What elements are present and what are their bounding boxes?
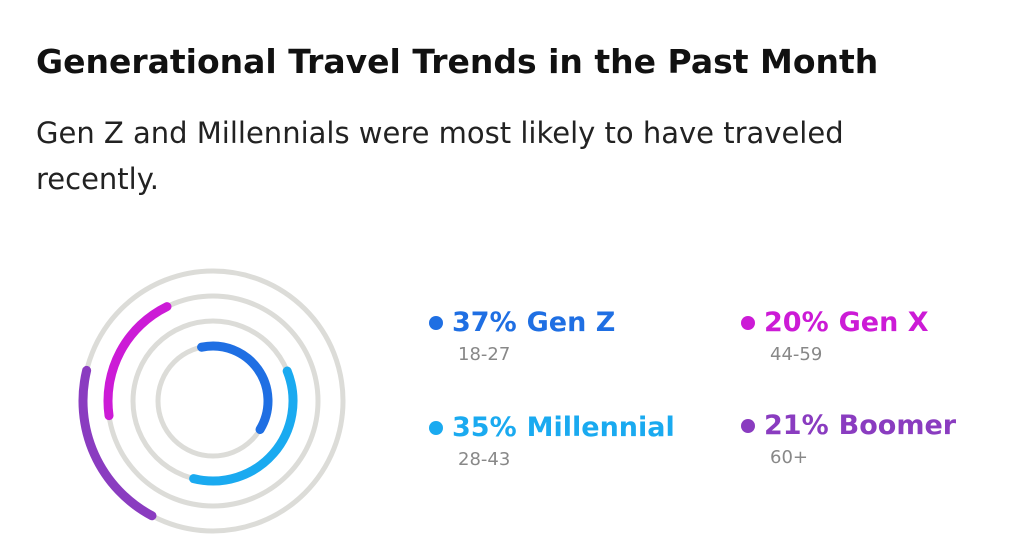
legend-name: Boomer <box>839 410 957 441</box>
legend-value: 35% <box>452 412 517 443</box>
age-range: 60+ <box>770 447 808 468</box>
legend-value: 37% <box>452 307 517 338</box>
legend-value: 20% <box>764 307 829 338</box>
legend-dot <box>429 421 443 435</box>
legend-name: Gen X <box>839 307 929 338</box>
legend-label: 20% Gen X <box>764 307 929 338</box>
legend-label: 21% Boomer <box>764 410 957 441</box>
legend-name: Gen Z <box>527 307 616 338</box>
age-range: 28-43 <box>458 449 510 470</box>
legend-dot <box>741 316 755 330</box>
legend-dot <box>741 419 755 433</box>
arc-bar <box>189 366 298 486</box>
chart-subtitle: Gen Z and Millennials were most likely t… <box>36 116 844 196</box>
legend-label: 35% Millennial <box>452 412 675 443</box>
legend-label: 37% Gen Z <box>452 307 615 338</box>
legend-value: 21% <box>764 410 829 441</box>
arc-bar <box>197 341 273 434</box>
legend-name: Millennial <box>527 412 675 443</box>
age-range: 18-27 <box>458 344 510 365</box>
legend-dot <box>429 316 443 330</box>
arc-bar <box>78 365 157 521</box>
arc-bar <box>103 302 172 421</box>
age-range: 44-59 <box>770 344 822 365</box>
chart-title: Generational Travel Trends in the Past M… <box>36 42 879 81</box>
